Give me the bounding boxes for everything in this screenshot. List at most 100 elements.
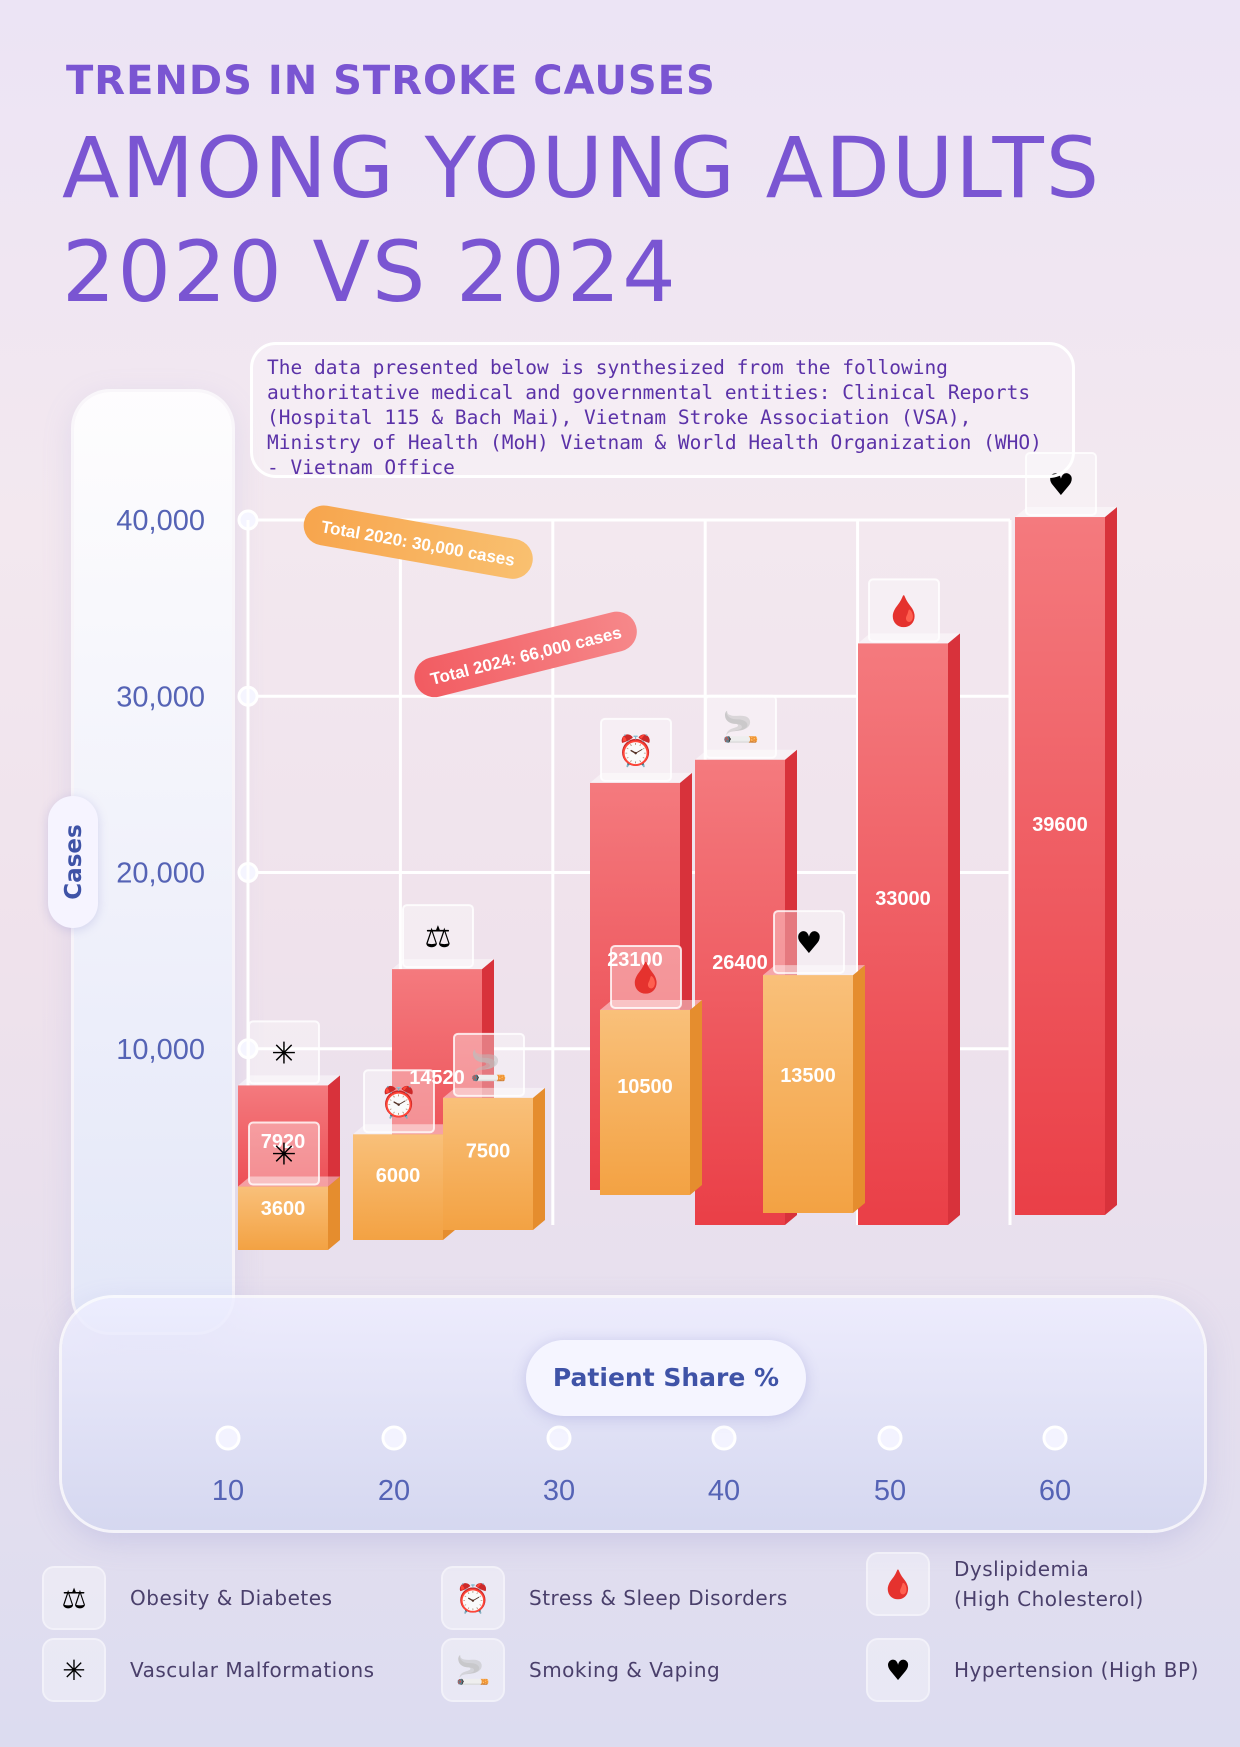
source-note: The data presented below is synthesized … — [250, 342, 1075, 479]
hypertension-icon: ♥ — [796, 926, 823, 961]
bar-side — [328, 1176, 340, 1250]
bar-value-label: 3600 — [261, 1198, 306, 1220]
bar-value-label: 13500 — [780, 1065, 836, 1087]
icon-cube — [402, 904, 474, 969]
legend-label: Obesity & Diabetes — [130, 1583, 333, 1613]
bar-front — [443, 1097, 533, 1230]
icon-cube — [868, 578, 940, 643]
legend-label-line1: Smoking & Vaping — [529, 1658, 721, 1682]
legend-label: Hypertension (High BP) — [954, 1655, 1199, 1685]
x-tick-dot — [877, 1425, 903, 1451]
cholesterol-icon: 🩸 — [885, 593, 922, 629]
smoking-vaping-icon: 🚬 — [443, 1640, 503, 1700]
bar-side — [853, 965, 865, 1213]
y-tick-label: 10,000 — [116, 1034, 205, 1066]
bar-value-label: 7920 — [261, 1131, 306, 1153]
x-tick-dot — [381, 1425, 407, 1451]
bar-front — [1015, 517, 1105, 1215]
icon-cube — [600, 717, 672, 782]
bar: 🩸 33000 — [858, 578, 960, 1225]
bar-value-label: 33000 — [875, 888, 931, 910]
legend-item: ✳ Vascular Malformations — [44, 1640, 375, 1700]
legend-label-line1: Stress & Sleep Disorders — [529, 1586, 788, 1610]
legend-label-line1: Hypertension (High BP) — [954, 1658, 1199, 1682]
total-2024-pill: Total 2024: 66,000 cases — [414, 611, 637, 698]
bar-front — [353, 1134, 443, 1240]
icon-cube — [248, 1121, 320, 1186]
icon-cube — [453, 1032, 525, 1097]
x-tick-label: 30 — [543, 1475, 575, 1507]
x-tick-dot — [215, 1425, 241, 1451]
vascular-icon: ✳ — [44, 1640, 104, 1700]
legend-label-line1: Vascular Malformations — [130, 1658, 375, 1682]
legend-label: Stress & Sleep Disorders — [529, 1583, 788, 1613]
hypertension-icon: ♥ — [868, 1640, 928, 1700]
bar-side — [533, 1087, 545, 1230]
legend-item: ⏰ Stress & Sleep Disorders — [443, 1568, 788, 1628]
legend-item: ♥ Hypertension (High BP) — [868, 1640, 1199, 1700]
legend-item: 🚬 Smoking & Vaping — [443, 1640, 720, 1700]
x-tick-dot — [1042, 1425, 1068, 1451]
x-tick-dot — [711, 1425, 737, 1451]
smoking-vaping-icon: 🚬 — [722, 710, 759, 746]
bar: 🚬 7500 — [443, 1032, 545, 1230]
bar-side — [1105, 507, 1117, 1215]
bar-value-label: 26400 — [712, 952, 768, 974]
icon-cube — [363, 1069, 435, 1134]
icon-cube — [773, 910, 845, 975]
cholesterol-icon: 🩸 — [868, 1554, 928, 1614]
y-tick-label: 30,000 — [116, 681, 205, 713]
icon-cube — [610, 944, 682, 1009]
y-axis-title-pill — [48, 796, 98, 928]
x-axis-title: Patient Share % — [552, 1363, 780, 1392]
y-tick-label: 20,000 — [116, 858, 205, 890]
total-2024-pill-bg — [414, 611, 637, 698]
legend-label-line1: Dyslipidemia — [954, 1557, 1090, 1581]
icon-cube — [248, 1020, 320, 1085]
legend-label: Vascular Malformations — [130, 1655, 375, 1685]
bar-front — [600, 1009, 690, 1195]
bar: 🩸 10500 — [600, 944, 702, 1195]
chart-title-years: 2020 VS 2024 — [62, 223, 678, 321]
total-2020-pill-bg — [303, 505, 533, 579]
cholesterol-icon: 🩸 — [627, 960, 664, 996]
x-axis-title-pill — [526, 1340, 806, 1416]
x-tick-label: 20 — [378, 1475, 410, 1507]
stress-sleep-icon: ⏰ — [380, 1083, 417, 1120]
bar: ♥39600 — [1015, 452, 1117, 1215]
vascular-icon: ✳ — [271, 1036, 296, 1071]
stress-sleep-icon: ⏰ — [617, 732, 654, 769]
obesity-diabetes-icon: ⚖ — [425, 920, 452, 955]
bar-side — [690, 999, 702, 1195]
x-tick-label: 50 — [874, 1475, 906, 1507]
bar: ♥ 13500 — [763, 910, 865, 1213]
bar-front — [858, 643, 948, 1225]
y-axis-title: Cases — [61, 824, 87, 900]
x-tick-dot — [546, 1425, 572, 1451]
stress-sleep-icon: ⏰ — [443, 1568, 503, 1628]
legend-label: Smoking & Vaping — [529, 1655, 720, 1685]
obesity-diabetes-icon: ⚖ — [44, 1568, 104, 1628]
bar-value-label: 14520 — [409, 1067, 465, 1089]
y-axis-panel — [74, 392, 232, 1332]
legend-item: 🩸 Dyslipidemia (High Cholesterol) — [868, 1554, 1144, 1614]
bar-side — [948, 633, 960, 1225]
legend-label-line2: (High Cholesterol) — [954, 1587, 1144, 1611]
bar-front — [238, 1186, 328, 1250]
legend-item: ⚖ Obesity & Diabetes — [44, 1568, 333, 1628]
bar: ✳ 3600 — [238, 1121, 340, 1250]
bar-front — [763, 975, 853, 1213]
bar-value-label: 7500 — [466, 1140, 511, 1162]
x-tick-label: 10 — [212, 1475, 244, 1507]
chart-title-main: AMONG YOUNG ADULTS — [62, 119, 1102, 217]
chart-title-top: TRENDS IN STROKE CAUSES — [66, 58, 716, 104]
total-2020-pill: Total 2020: 30,000 cases — [303, 505, 533, 579]
vascular-icon: ✳ — [271, 1138, 296, 1173]
icon-cube — [705, 694, 777, 759]
x-tick-label: 60 — [1039, 1475, 1071, 1507]
x-tick-label: 40 — [708, 1475, 740, 1507]
legend-label: Dyslipidemia (High Cholesterol) — [954, 1554, 1144, 1614]
bar-value-label: 39600 — [1032, 814, 1088, 836]
y-tick-label: 40,000 — [116, 505, 205, 537]
